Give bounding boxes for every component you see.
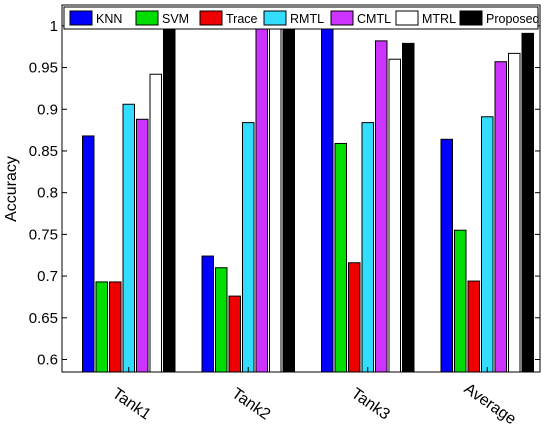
bar-trace-tank3 bbox=[348, 262, 361, 373]
y-axis: 0.6 0.65 0.7 0.75 0.8 0.85 0.9 0.95 1 bbox=[29, 18, 540, 368]
x-tick-label: Tank1 bbox=[109, 385, 154, 423]
y-axis-label: Accuracy bbox=[3, 156, 20, 222]
y-tick-label: 1 bbox=[50, 18, 58, 35]
legend-swatch-cmtl bbox=[330, 10, 354, 26]
y-tick-label: 0.75 bbox=[29, 226, 58, 243]
bar-proposed-tank2 bbox=[282, 25, 295, 373]
bar-proposed-tank1 bbox=[163, 28, 176, 373]
bar-mtrl-tank3 bbox=[388, 58, 401, 373]
legend: KNN SVM Trace RMTL CMTL MTRL Proposed bbox=[63, 6, 540, 30]
legend-swatch-rmtl bbox=[263, 10, 287, 26]
bar-cmtl-tank1 bbox=[136, 118, 149, 373]
x-tick-label: Tank2 bbox=[228, 385, 273, 423]
x-tick-label: Average bbox=[461, 380, 519, 428]
bar-rmtl-average bbox=[481, 116, 494, 373]
legend-label-rmtl: RMTL bbox=[290, 12, 324, 26]
legend-swatch-proposed bbox=[459, 10, 483, 26]
bar-trace-average bbox=[467, 280, 480, 373]
y-tick-label: 0.65 bbox=[29, 310, 58, 327]
legend-box bbox=[63, 6, 539, 30]
bar-mtrl-tank1 bbox=[149, 73, 162, 373]
bar-mtrl-average bbox=[508, 52, 521, 373]
bar-rmtl-tank2 bbox=[242, 122, 255, 373]
legend-label-mtrl: MTRL bbox=[422, 12, 456, 26]
bar-proposed-tank3 bbox=[402, 42, 415, 373]
legend-swatch-knn bbox=[69, 10, 93, 26]
bar-svm-tank2 bbox=[215, 267, 228, 373]
y-tick-label: 0.95 bbox=[29, 60, 58, 77]
bar-knn-tank3 bbox=[321, 25, 334, 373]
legend-swatch-svm bbox=[135, 10, 159, 26]
legend-label-proposed: Proposed bbox=[486, 12, 540, 26]
y-tick-label: 0.7 bbox=[37, 268, 58, 285]
legend-label-trace: Trace bbox=[226, 12, 258, 26]
y-tick-label: 0.9 bbox=[37, 101, 58, 118]
x-tick-label: Tank3 bbox=[348, 385, 393, 423]
bar-rmtl-tank3 bbox=[361, 122, 374, 373]
plot-frame bbox=[61, 4, 541, 373]
bar-svm-tank1 bbox=[95, 281, 108, 373]
y-tick-label: 0.85 bbox=[29, 143, 58, 160]
bar-mtrl-tank2 bbox=[269, 25, 282, 373]
legend-swatch-trace bbox=[199, 10, 223, 26]
x-axis: Tank1 Tank2 Tank3 Average bbox=[109, 367, 519, 428]
legend-label-cmtl: CMTL bbox=[357, 12, 391, 26]
bar-svm-average bbox=[454, 229, 467, 373]
y-tick-label: 0.8 bbox=[37, 185, 58, 202]
bar-cmtl-tank3 bbox=[375, 40, 388, 373]
legend-label-knn: KNN bbox=[96, 12, 122, 26]
bar-rmtl-tank1 bbox=[122, 103, 135, 373]
legend-label-svm: SVM bbox=[162, 12, 189, 26]
bar-cmtl-tank2 bbox=[255, 25, 268, 373]
bar-knn-average bbox=[440, 138, 453, 373]
y-tick-label: 0.6 bbox=[37, 351, 58, 368]
bar-knn-tank1 bbox=[82, 135, 95, 373]
bar-trace-tank2 bbox=[228, 295, 241, 373]
bar-trace-tank1 bbox=[109, 281, 122, 373]
bar-svm-tank3 bbox=[334, 142, 347, 373]
legend-swatch-mtrl bbox=[395, 10, 419, 26]
bar-knn-tank2 bbox=[201, 255, 214, 373]
bar-cmtl-average bbox=[494, 61, 507, 373]
bar-proposed-average bbox=[521, 32, 534, 373]
